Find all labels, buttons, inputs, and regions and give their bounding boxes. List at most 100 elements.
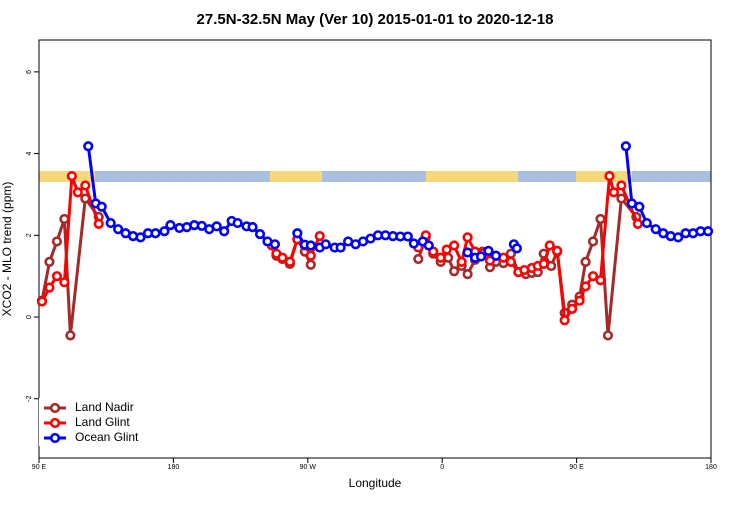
data-point <box>587 236 599 247</box>
data-point <box>402 231 413 242</box>
data-point <box>632 218 643 229</box>
data-point <box>634 201 645 212</box>
legend-marker <box>49 432 61 444</box>
chart-title: 27.5N-32.5N May (Ver 10) 2015-01-01 to 2… <box>197 11 554 28</box>
data-point <box>320 239 331 250</box>
ocean-strip <box>39 171 711 182</box>
data-point <box>673 232 684 243</box>
data-point <box>305 240 316 251</box>
x-tick-label: 180 <box>168 464 180 471</box>
data-point <box>620 141 631 152</box>
land-strip <box>576 171 632 182</box>
data-point <box>449 266 460 277</box>
data-point <box>51 271 63 282</box>
data-point <box>511 243 522 254</box>
data-point <box>567 303 578 314</box>
data-point <box>552 245 563 256</box>
legend-label: Land Glint <box>75 415 130 429</box>
data-point <box>650 224 661 235</box>
data-point <box>83 141 94 152</box>
x-tick-label: 90 W <box>300 464 317 471</box>
data-point <box>247 222 258 233</box>
data-point <box>96 201 107 212</box>
data-point <box>616 180 627 191</box>
legend-label: Land Nadir <box>75 400 134 414</box>
data-point <box>232 217 243 229</box>
data-point <box>604 170 615 182</box>
data-point <box>51 236 63 247</box>
y-tick-label: 0 <box>26 315 33 319</box>
x-tick-label: 180 <box>705 464 717 471</box>
data-point <box>408 238 419 249</box>
data-point <box>423 240 434 251</box>
data-point <box>580 281 591 292</box>
legend-marker <box>49 417 61 429</box>
legend-label: Ocean Glint <box>75 430 139 444</box>
legend-marker <box>49 402 61 414</box>
data-point <box>66 170 77 182</box>
data-point <box>475 251 487 262</box>
data-point <box>80 180 91 191</box>
y-tick-label: 2 <box>26 233 33 237</box>
data-point <box>435 252 446 263</box>
x-tick-label: 90 E <box>32 464 47 471</box>
y-tick-label: -2 <box>26 396 33 402</box>
data-point <box>544 240 555 251</box>
data-point <box>305 259 316 270</box>
y-axis-label: XCO2 - MLO trend (ppm) <box>0 182 14 317</box>
data-point <box>449 240 460 251</box>
data-point <box>72 187 83 198</box>
data-point <box>65 330 76 341</box>
x-tick-label: 90 E <box>569 464 584 471</box>
data-point <box>456 256 467 267</box>
data-point <box>219 226 230 237</box>
data-point <box>574 295 585 306</box>
data-point <box>277 252 288 263</box>
plot-frame <box>38 39 712 459</box>
data-point <box>284 256 295 267</box>
data-point <box>559 315 570 326</box>
data-point <box>413 253 424 265</box>
y-tick-label: 6 <box>26 70 33 74</box>
data-point <box>335 242 346 253</box>
data-point <box>641 217 652 229</box>
y-tick-label: 4 <box>26 152 33 156</box>
data-point <box>483 245 494 256</box>
data-point <box>105 217 116 229</box>
data-point <box>595 275 606 286</box>
x-tick-label: 0 <box>440 464 444 471</box>
data-point <box>602 330 614 341</box>
data-point <box>441 244 452 255</box>
data-point <box>616 193 627 204</box>
data-point <box>314 231 325 242</box>
data-point <box>211 221 222 232</box>
data-point <box>462 269 473 280</box>
data-point <box>462 232 473 243</box>
data-point <box>59 213 70 225</box>
data-point <box>159 226 170 237</box>
data-point <box>292 228 303 239</box>
data-point <box>36 296 48 307</box>
land-strip <box>426 171 518 182</box>
data-point <box>490 250 502 261</box>
data-point <box>150 228 161 239</box>
data-point <box>44 256 55 267</box>
data-point <box>59 277 70 288</box>
data-point <box>580 256 591 267</box>
data-point <box>44 282 55 293</box>
data-point <box>93 218 104 229</box>
data-point <box>702 226 714 237</box>
data-point <box>505 256 516 267</box>
data-point <box>305 250 316 261</box>
data-point <box>462 247 473 258</box>
x-axis-label: Longitude <box>349 476 402 490</box>
data-point <box>254 228 266 240</box>
land-strip <box>270 171 322 182</box>
data-point <box>608 187 620 198</box>
data-point <box>165 219 176 231</box>
data-point <box>538 258 549 270</box>
data-point <box>269 239 281 250</box>
data-point <box>113 224 124 235</box>
data-point <box>135 232 146 243</box>
